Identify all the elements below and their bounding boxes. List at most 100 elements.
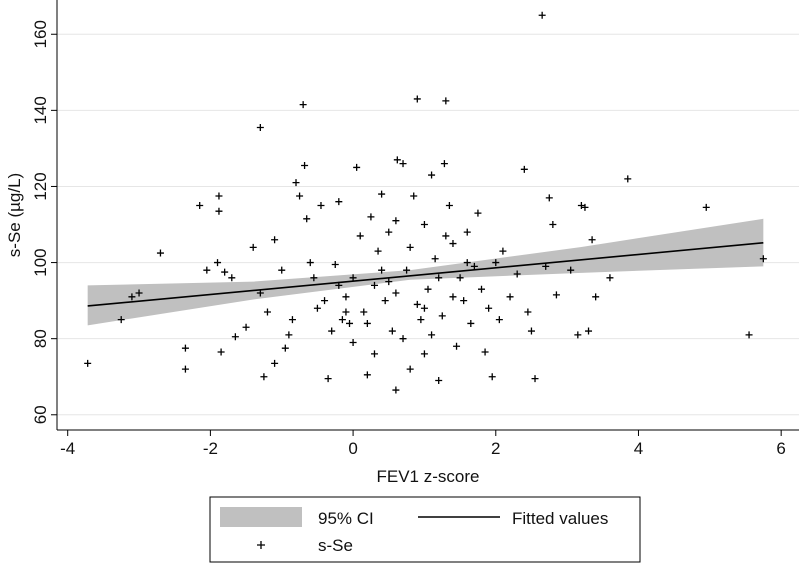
point	[488, 373, 496, 381]
point	[574, 331, 582, 339]
point	[292, 179, 300, 187]
point	[413, 95, 421, 103]
point	[413, 300, 421, 308]
x-tick-label: -2	[203, 439, 218, 458]
point	[456, 274, 464, 282]
point	[428, 171, 436, 179]
point	[349, 274, 357, 282]
point	[328, 327, 336, 335]
point	[492, 259, 500, 267]
point	[702, 203, 710, 211]
point	[431, 255, 439, 263]
point	[424, 285, 432, 293]
legend-point-swatch	[257, 541, 265, 549]
point	[403, 266, 411, 274]
legend-label: s-Se	[318, 536, 353, 555]
point	[385, 278, 393, 286]
point	[285, 331, 293, 339]
point	[435, 274, 443, 282]
point	[552, 291, 560, 299]
point	[346, 319, 354, 327]
legend-label: Fitted values	[512, 509, 608, 528]
point	[399, 335, 407, 343]
point	[156, 249, 164, 257]
point	[278, 266, 286, 274]
point	[393, 156, 401, 164]
point	[470, 262, 478, 270]
point	[549, 221, 557, 229]
point	[392, 386, 400, 394]
point	[463, 228, 471, 236]
point	[135, 289, 143, 297]
point	[215, 192, 223, 200]
point	[592, 293, 600, 301]
point	[410, 192, 418, 200]
point	[524, 308, 532, 316]
point	[463, 259, 471, 267]
x-tick-label: 6	[776, 439, 785, 458]
x-tick-label: -4	[60, 439, 75, 458]
ci-band	[87, 218, 764, 326]
point	[420, 304, 428, 312]
point	[231, 333, 239, 341]
point	[759, 255, 767, 263]
point	[385, 228, 393, 236]
point	[440, 160, 448, 168]
point	[577, 201, 585, 209]
point	[221, 268, 229, 276]
point	[388, 327, 396, 335]
point	[242, 323, 250, 331]
point	[356, 232, 364, 240]
point	[378, 266, 386, 274]
point	[428, 331, 436, 339]
point	[374, 247, 382, 255]
point	[306, 259, 314, 267]
point	[296, 192, 304, 200]
point	[260, 373, 268, 381]
point	[181, 365, 189, 373]
point	[506, 293, 514, 301]
point	[214, 259, 222, 267]
point	[117, 316, 125, 324]
point	[513, 270, 521, 278]
legend-box	[209, 496, 641, 563]
legend-ci-swatch	[220, 507, 302, 527]
point	[392, 289, 400, 297]
point	[349, 338, 357, 346]
point	[310, 274, 318, 282]
point	[478, 285, 486, 293]
point	[381, 297, 389, 305]
point	[406, 365, 414, 373]
x-axis-label: FEV1 z-score	[377, 467, 480, 486]
x-tick-label: 2	[491, 439, 500, 458]
point	[301, 162, 309, 170]
point	[399, 160, 407, 168]
point	[271, 359, 279, 367]
point	[585, 327, 593, 335]
point	[435, 377, 443, 385]
point	[449, 293, 457, 301]
point	[378, 190, 386, 198]
point	[367, 213, 375, 221]
fitted-line	[87, 241, 764, 307]
point	[745, 331, 753, 339]
point	[495, 316, 503, 324]
point	[438, 312, 446, 320]
point	[474, 209, 482, 217]
point	[392, 217, 400, 225]
point	[538, 11, 546, 19]
marks	[84, 11, 767, 394]
point	[342, 308, 350, 316]
point	[256, 289, 264, 297]
point	[217, 348, 225, 356]
point	[567, 266, 575, 274]
point	[271, 236, 279, 244]
point	[406, 243, 414, 251]
point	[545, 194, 553, 202]
point	[531, 375, 539, 383]
point	[228, 274, 236, 282]
point	[420, 350, 428, 358]
point	[542, 262, 550, 270]
point	[338, 316, 346, 324]
